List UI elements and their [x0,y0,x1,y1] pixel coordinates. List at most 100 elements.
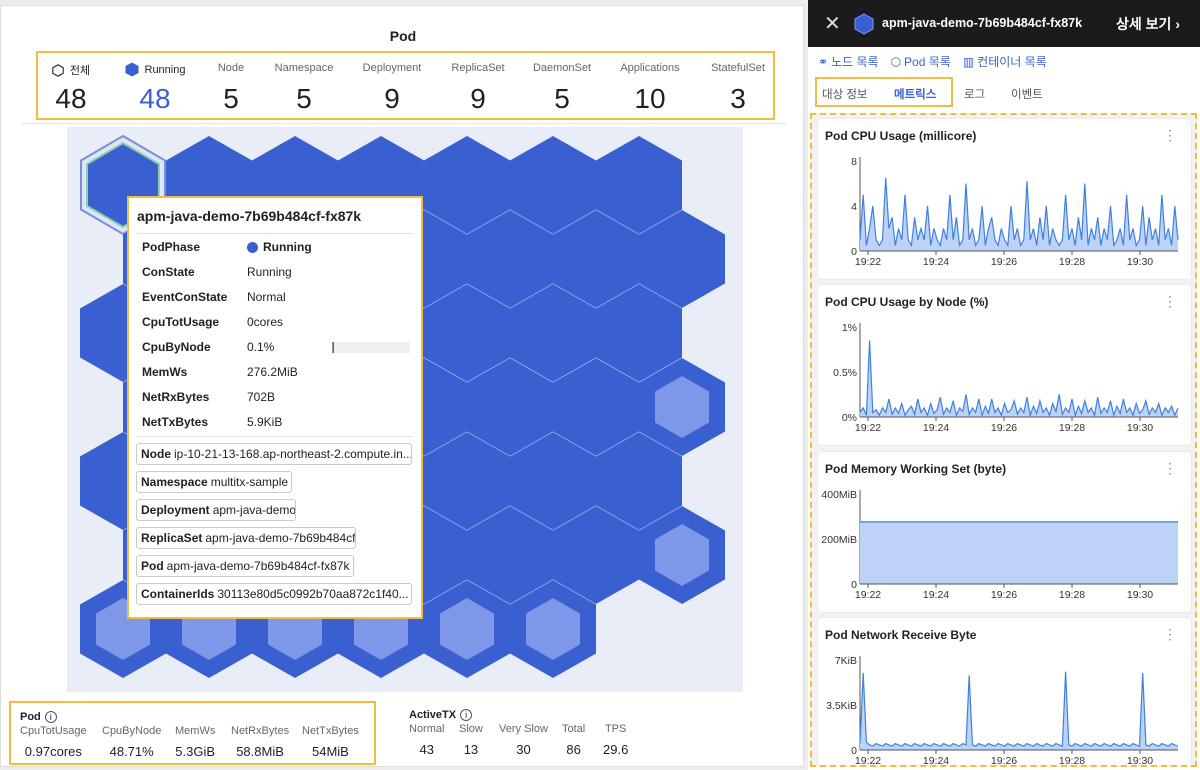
tooltip-row: CpuByNode 0.1% [142,340,412,360]
summary-label: Applications [620,62,680,74]
pod-list-link[interactable]: ⬡ Pod 목록 [890,54,951,70]
tooltip-row: NetTxBytes 5.9KiB [142,415,412,435]
tooltip-row: PodPhase Running [142,240,412,260]
tooltip-title: apm-java-demo-7b69b484cf-fx87k [137,208,362,224]
summary-value: 10 [634,83,666,114]
x-tick-label: 19:22 [855,422,881,434]
pod-hex[interactable] [424,284,510,382]
summary-namespace[interactable]: Namespace 5 [259,53,349,117]
tag-namespace[interactable]: Namespace multitx-sample [136,471,292,493]
x-tick-label: 19:24 [923,589,949,601]
pod-detail-drawer: ✕ apm-java-demo-7b69b484cf-fx87k 상세 보기 ›… [808,0,1200,770]
pod-hex[interactable] [424,136,510,234]
cpu-by-node-bar [332,342,410,353]
tab-metrics[interactable]: 메트릭스 [894,89,937,101]
pod-hex[interactable] [553,506,639,604]
tag-container-ids[interactable]: ContainerIds 30113e80d5c0992b70aa872c1f40… [136,583,412,605]
x-tick-label: 19:22 [855,589,881,601]
summary-running[interactable]: Running 48 [110,53,200,117]
summary-value: 9 [384,83,400,114]
info-icon[interactable]: i [460,709,473,721]
more-menu-icon[interactable]: ⋮ [1163,460,1177,476]
drawer-tabs: 대상 정보 메트릭스 로그 이벤트 [816,78,1192,107]
hexagon-outline-icon [52,63,64,77]
tag-node[interactable]: Node ip-10-21-13-168.ap-northeast-2.compu… [136,443,412,465]
footer-metric: Very Slow 30 [499,723,548,757]
tooltip-row: CpuTotUsage 0cores [142,315,412,335]
pod-hex[interactable] [467,506,553,604]
summary-daemonset[interactable]: DaemonSet 5 [517,53,607,117]
pod-hex-inner [526,598,580,660]
pod-hex[interactable] [639,210,725,308]
pod-hex[interactable] [510,432,596,530]
pod-hex[interactable] [553,358,639,456]
x-tick-label: 19:26 [991,422,1017,434]
chart-title: Pod Network Receive Byte [825,628,977,642]
summary-applications[interactable]: Applications 10 [605,53,695,117]
more-menu-icon[interactable]: ⋮ [1163,127,1177,143]
x-tick-label: 19:28 [1059,422,1085,434]
pod-hex[interactable] [467,358,553,456]
summary-deployment[interactable]: Deployment 9 [347,53,437,117]
tooltip-value: 5.9KiB [247,415,283,429]
tab-events[interactable]: 이벤트 [1011,89,1043,101]
summary-statefulset[interactable]: StatefulSet 3 [693,53,783,117]
tab-target-info[interactable]: 대상 정보 [822,89,868,101]
container-icon: ▥ [962,54,975,69]
drawer-header: ✕ apm-java-demo-7b69b484cf-fx87k 상세 보기 › [808,0,1200,47]
series-area [860,521,1178,584]
tag-pod[interactable]: Pod apm-java-demo-7b69b484cf-fx87k [136,555,354,577]
view-detail-button[interactable]: 상세 보기 › [1116,16,1180,32]
pod-hex[interactable] [424,432,510,530]
summary-total[interactable]: 전체 48 [36,53,106,117]
summary-label: Namespace [274,62,334,74]
pod-hex[interactable] [510,284,596,382]
x-tick-label: 19:28 [1059,755,1085,767]
y-tick-label: 0.5% [833,367,857,379]
divider [137,436,413,437]
pod-usage-footer: Pod i CpuTotUsage 0.97cores CpuByNode 48.71… [9,701,376,765]
x-tick-label: 19:26 [991,256,1017,268]
tooltip-row: MemWs 276.2MiB [142,365,412,385]
tooltip-key: ConState [142,265,195,279]
summary-value: 48 [55,83,87,114]
pod-hex[interactable] [596,432,682,530]
info-icon[interactable]: i [44,711,57,723]
summary-label: Deployment [362,62,422,74]
pod-hex[interactable] [467,210,553,308]
tab-logs[interactable]: 로그 [964,89,986,101]
metric-card: Pod CPU Usage (millicore) ⋮ 0 4 8 19:22 19:2… [818,119,1191,279]
x-tick-label: 19:26 [991,589,1017,601]
more-menu-icon[interactable]: ⋮ [1163,626,1177,642]
pod-hex-inner [440,598,494,660]
chart-title: Pod CPU Usage (millicore) [825,129,977,143]
close-icon[interactable]: ✕ [824,13,841,35]
summary-node[interactable]: Node 5 [186,53,276,117]
y-tick-label: 0 [851,579,857,591]
container-list-link[interactable]: ▥ 컨테이너 목록 [962,54,1047,70]
pod-hex[interactable] [596,284,682,382]
tag-replicaset[interactable]: ReplicaSet apm-java-demo-7b69b484cf [136,527,356,549]
summary-value: 5 [223,83,239,114]
footer-title: Pod [20,711,41,723]
series-area [860,671,1178,750]
pod-hex[interactable] [596,136,682,234]
metric-card: Pod Memory Working Set (byte) ⋮ 0 200MiB 4… [818,452,1191,612]
x-tick-label: 19:24 [923,256,949,268]
pod-hex[interactable] [510,136,596,234]
summary-label: Node [217,62,245,74]
node-list-link[interactable]: ⚭ 노드 목록 [818,54,879,70]
divider [137,233,413,234]
tag-deployment[interactable]: Deployment apm-java-demo [136,499,296,521]
metric-card: Pod CPU Usage by Node (%) ⋮ 0% 0.5% 1% 19:2… [818,285,1191,445]
more-menu-icon[interactable]: ⋮ [1163,293,1177,309]
summary-replicaset[interactable]: ReplicaSet 9 [433,53,523,117]
y-tick-label: 200MiB [821,534,857,546]
divider [21,123,787,124]
pod-hex[interactable] [553,210,639,308]
x-tick-label: 19:28 [1059,589,1085,601]
hexagon-outline-icon: ⬡ [890,54,902,69]
tooltip-key: CpuByNode [142,340,211,354]
y-tick-label: 7KiB [835,655,857,667]
hexagon-filled-icon [125,62,138,77]
